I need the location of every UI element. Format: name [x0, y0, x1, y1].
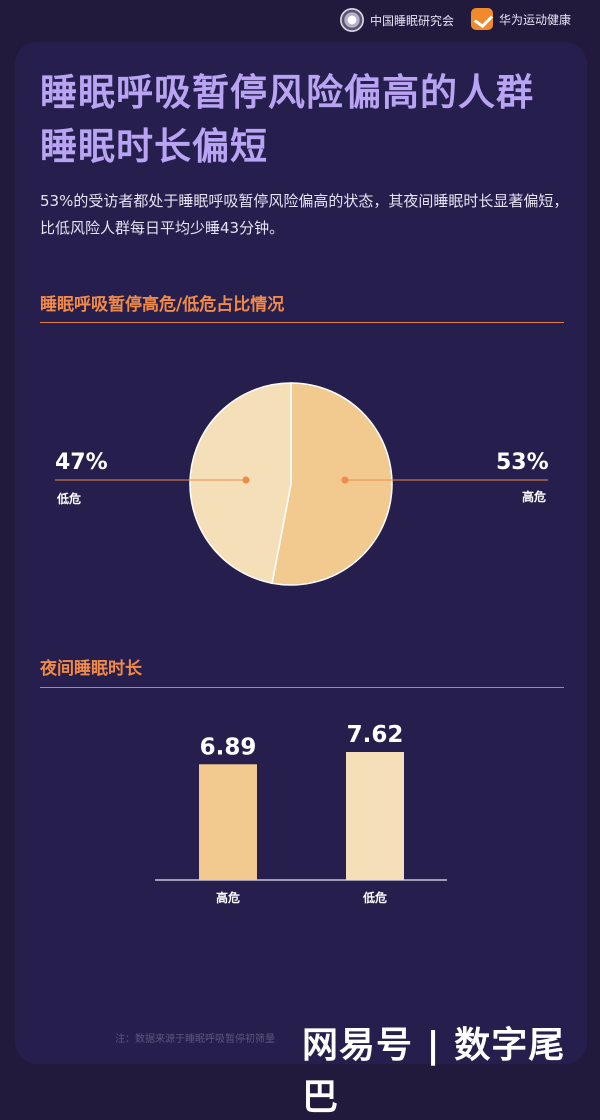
sleep-society-logo-icon: [340, 8, 364, 32]
low-risk-marker-dot: [242, 476, 250, 484]
low-risk-label: 低危: [57, 492, 82, 506]
watermark: 网易号 | 数字尾巴: [302, 1025, 566, 1118]
bar-high-risk: [199, 764, 257, 880]
high-risk-percent: 53%: [496, 450, 549, 475]
bar-value-label: 6.89: [200, 734, 257, 760]
pie-slice-low-risk: [189, 382, 292, 585]
bar-section-divider: [40, 687, 564, 688]
bar-category-label: 高危: [216, 890, 240, 905]
huawei-health-brand: 华为运动健康: [471, 8, 571, 30]
bar-chart: 6.89 高危 7.62 低危: [155, 722, 447, 905]
top-bar: 中国睡眠研究会 华为运动健康: [0, 0, 600, 40]
org2-name: 华为运动健康: [499, 12, 572, 27]
sleep-research-society-brand: 中国睡眠研究会: [340, 8, 454, 32]
bar-section-title: 夜间睡眠时长: [40, 659, 142, 679]
bar-value-label: 7.62: [347, 722, 404, 748]
high-risk-marker-dot: [341, 476, 349, 484]
low-risk-percent: 47%: [55, 450, 108, 475]
page-title: 睡眠呼吸暂停风险偏高的人群 睡眠时长偏短: [40, 66, 580, 174]
footnote: 注：数据来源于睡眠呼吸暂停初筛量: [115, 1034, 275, 1045]
org1-name: 中国睡眠研究会: [370, 13, 455, 28]
description-text: 53%的受访者都处于睡眠呼吸暂停风险偏高的状态，其夜间睡眠时长显著偏短，比低风险…: [40, 192, 569, 237]
pie-slice-high-risk: [271, 382, 393, 586]
pie-section-title: 睡眠呼吸暂停高危/低危占比情况: [40, 295, 285, 315]
title-line-2: 睡眠时长偏短: [40, 125, 268, 168]
huawei-health-logo-icon: [471, 8, 493, 30]
bar-low-risk: [346, 752, 404, 880]
title-line-1: 睡眠呼吸暂停风险偏高的人群: [40, 71, 534, 114]
high-risk-label: 高危: [522, 490, 547, 504]
pie-chart: [55, 382, 548, 586]
bar-category-label: 低危: [362, 890, 387, 905]
pie-section-divider: [40, 322, 564, 323]
